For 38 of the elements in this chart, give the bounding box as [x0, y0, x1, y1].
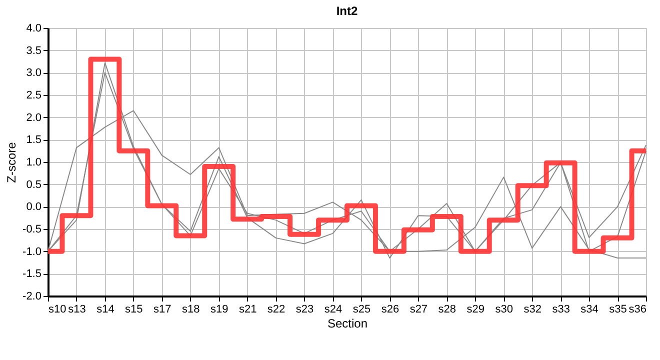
x-tick-label: s32: [524, 304, 542, 316]
y-tick-label: 3.0: [26, 67, 42, 80]
y-tick-label: 0.0: [26, 201, 42, 214]
x-tick-label: s18: [182, 304, 200, 316]
x-tick-label: s17: [154, 304, 172, 316]
x-tick-label: s35: [609, 304, 627, 316]
y-tick-label: 0.5: [26, 178, 42, 191]
x-axis-title: Section: [327, 316, 368, 330]
x-tick-label: s29: [466, 304, 485, 316]
x-tick-label: s19: [210, 304, 228, 316]
x-tick-label: s25: [352, 304, 371, 316]
x-tick-label: s14: [96, 304, 114, 316]
y-tick-label: -2.0: [22, 290, 42, 302]
x-tick-label: s21: [238, 304, 257, 316]
x-tick-label: s22: [267, 304, 286, 316]
y-tick-label: 3.5: [26, 44, 42, 57]
x-tick-label: s24: [324, 304, 342, 316]
x-tick-label: s13: [68, 304, 86, 316]
x-tick-label: s33: [552, 304, 570, 316]
y-tick-label: -1.0: [22, 246, 42, 258]
y-tick-label: -1.5: [22, 268, 42, 280]
y-tick-label: 2.0: [26, 112, 42, 124]
x-tick-label: s28: [438, 304, 456, 316]
chart-title: Int2: [336, 4, 358, 18]
x-tick-label: s23: [296, 304, 314, 316]
y-tick-label: 2.5: [26, 90, 42, 102]
x-tick-label: s34: [580, 304, 598, 316]
x-tick-label: s36: [628, 304, 646, 316]
y-tick-label: 1.5: [26, 134, 42, 146]
x-tick-label: s10: [48, 304, 66, 316]
x-tick-label: s15: [125, 304, 143, 316]
y-axis-title: Z-score: [4, 142, 19, 183]
y-tick-label: 1.0: [26, 156, 42, 168]
x-tick-label: s27: [410, 304, 428, 316]
x-tick-label: s30: [495, 304, 513, 316]
x-tick-label: s26: [381, 304, 400, 316]
y-tick-label: -0.5: [22, 224, 42, 236]
y-tick-label: 4.0: [26, 22, 42, 34]
